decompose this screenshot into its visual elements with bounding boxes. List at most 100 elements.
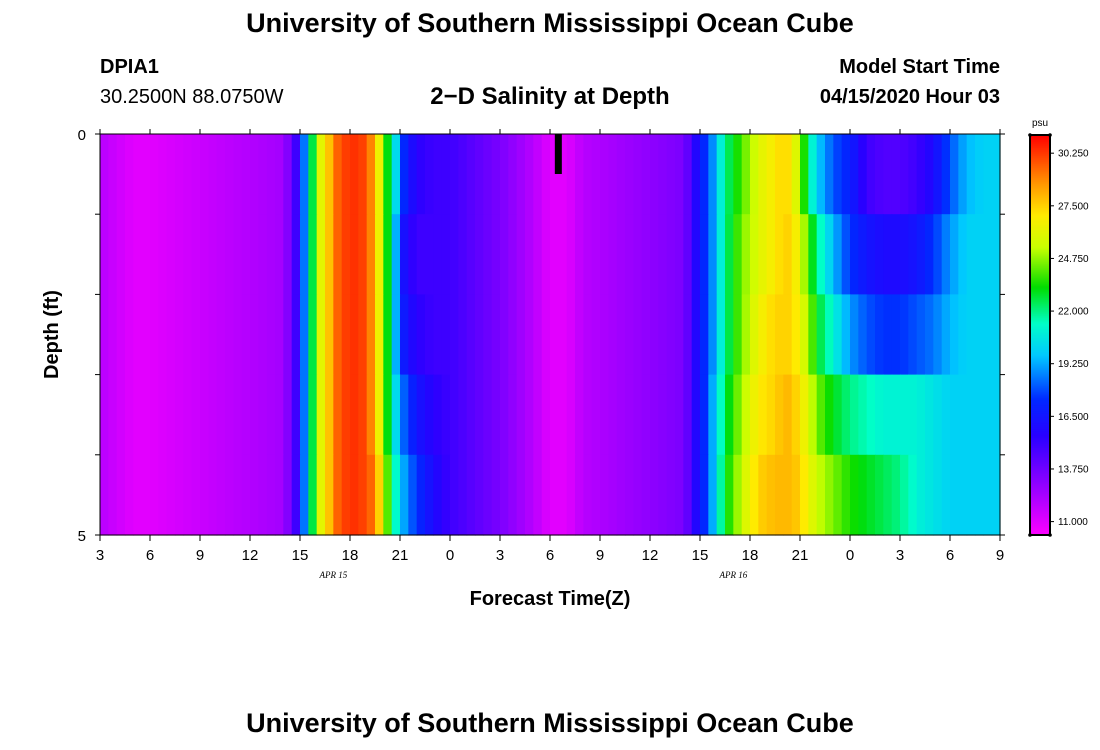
heatmap-cell (741, 134, 751, 215)
colorbar-band (1030, 513, 1050, 516)
heatmap-cell (841, 294, 851, 376)
colorbar-band (1030, 143, 1050, 146)
heatmap-cell (191, 214, 201, 295)
colorbar-band (1030, 365, 1050, 368)
colorbar-band (1030, 205, 1050, 208)
heatmap-cell (791, 134, 801, 215)
heatmap-cell (116, 294, 126, 376)
x-tick-label: 3 (896, 547, 904, 564)
heatmap-cell (816, 134, 826, 215)
heatmap-cell (700, 214, 709, 295)
heatmap-cell (891, 294, 901, 376)
colorbar-band (1030, 437, 1050, 440)
salinity-heatmap (100, 134, 1001, 536)
heatmap-cell (750, 214, 759, 295)
colorbar-band (1030, 353, 1050, 356)
heatmap-cell (650, 294, 659, 376)
heatmap-cell (175, 214, 184, 295)
heatmap-cell (716, 214, 726, 295)
colorbar-band (1030, 221, 1050, 224)
heatmap-cell (225, 374, 234, 456)
heatmap-cell (883, 374, 893, 456)
heatmap-cell (591, 454, 601, 536)
heatmap-cell (500, 454, 509, 536)
heatmap-cell (683, 134, 693, 215)
colorbar-band (1030, 451, 1050, 454)
heatmap-cell (925, 374, 934, 456)
heatmap-cell (408, 134, 418, 215)
heatmap-cell (333, 294, 343, 376)
heatmap-cell (900, 374, 909, 456)
colorbar-band (1030, 313, 1050, 316)
heatmap-cell (441, 294, 451, 376)
colorbar-band (1030, 465, 1050, 468)
colorbar-band (1030, 299, 1050, 302)
heatmap-cell (266, 374, 276, 456)
heatmap-cell (433, 294, 443, 376)
colorbar-corner-dot (1028, 533, 1032, 537)
heatmap-cell (183, 214, 193, 295)
heatmap-cell (200, 374, 209, 456)
heatmap-cell (416, 454, 426, 536)
heatmap-cell (316, 454, 326, 536)
heatmap-cell (758, 294, 768, 376)
heatmap-cell (741, 214, 751, 295)
heatmap-cell (766, 294, 776, 376)
heatmap-cell (500, 214, 509, 295)
heatmap-cell (216, 134, 226, 215)
heatmap-cell (650, 374, 659, 456)
heatmap-cell (550, 134, 559, 215)
colorbar-band (1030, 249, 1050, 252)
heatmap-cell (516, 294, 526, 376)
heatmap-cell (241, 294, 251, 376)
footer-title: University of Southern Mississippi Ocean… (246, 708, 854, 738)
heatmap-cell (141, 214, 151, 295)
colorbar-band (1030, 499, 1050, 502)
heatmap-cell (233, 294, 243, 376)
heatmap-cell (441, 454, 451, 536)
colorbar-band (1030, 141, 1050, 144)
colorbar-band (1030, 281, 1050, 284)
heatmap-cell (925, 454, 934, 536)
heatmap-cell (508, 294, 518, 376)
heatmap-cell (216, 374, 226, 456)
colorbar-band (1030, 419, 1050, 422)
heatmap-cell (725, 454, 734, 536)
colorbar-band (1030, 223, 1050, 226)
date-label: APR 15 (318, 570, 347, 580)
heatmap-cell (500, 374, 509, 456)
colorbar-band (1030, 523, 1050, 526)
heatmap-cell (408, 214, 418, 295)
colorbar-band (1030, 401, 1050, 404)
heatmap-cell (308, 294, 318, 376)
heatmap-cell (383, 374, 393, 456)
heatmap-cell (983, 134, 993, 215)
colorbar-band (1030, 381, 1050, 384)
colorbar-tick-label: 19.250 (1058, 359, 1089, 370)
heatmap-cell (741, 454, 751, 536)
colorbar-band (1030, 177, 1050, 180)
heatmap-cell (175, 374, 184, 456)
heatmap-cell (158, 294, 168, 376)
heatmap-cell (733, 134, 743, 215)
heatmap-cell (891, 134, 901, 215)
colorbar-band (1030, 189, 1050, 192)
heatmap-cell (616, 134, 626, 215)
heatmap-cell (991, 294, 1001, 376)
heatmap-cell (625, 134, 634, 215)
heatmap-cell (258, 134, 268, 215)
heatmap-cell (650, 214, 659, 295)
heatmap-cell (200, 214, 209, 295)
colorbar-band (1030, 427, 1050, 430)
heatmap-cell (375, 374, 384, 456)
heatmap-cell (925, 134, 934, 215)
heatmap-cell (216, 454, 226, 536)
heatmap-cell (400, 134, 409, 215)
heatmap-cell (791, 374, 801, 456)
heatmap-cell (566, 214, 576, 295)
colorbar-band (1030, 373, 1050, 376)
heatmap-cell (100, 294, 109, 376)
heatmap-cell (491, 134, 501, 215)
heatmap-cell (233, 214, 243, 295)
heatmap-cell (183, 454, 193, 536)
